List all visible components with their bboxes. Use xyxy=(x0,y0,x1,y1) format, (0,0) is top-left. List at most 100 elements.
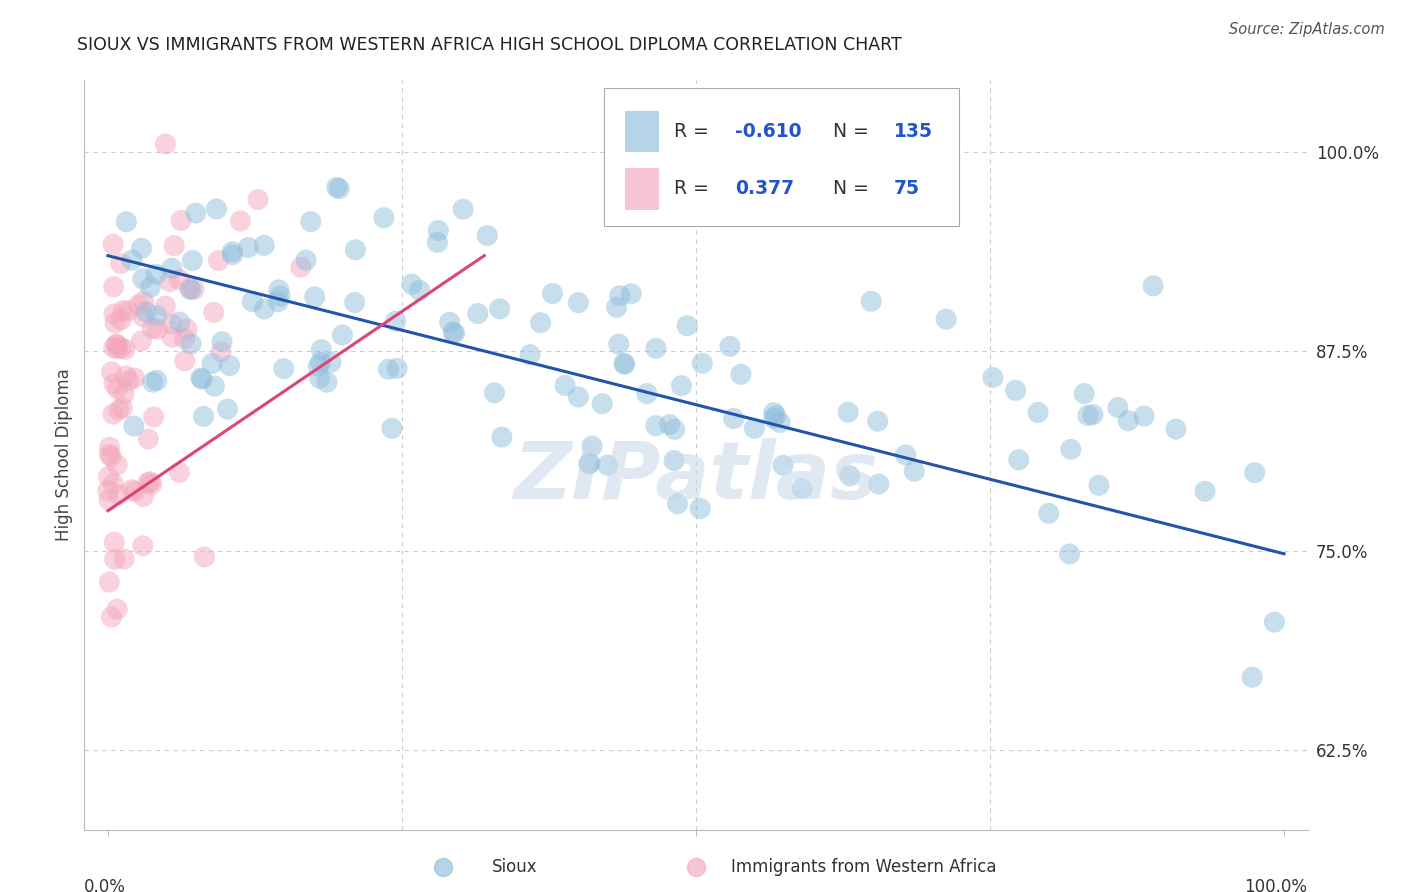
Point xyxy=(97,469,120,483)
Point xyxy=(100,610,122,624)
Point xyxy=(145,309,167,323)
Point xyxy=(530,316,553,330)
Point xyxy=(107,488,129,502)
Point xyxy=(238,241,260,255)
Point xyxy=(97,493,120,508)
Text: 100.0%: 100.0% xyxy=(1244,879,1308,892)
Point xyxy=(146,322,169,336)
Point xyxy=(1241,670,1264,684)
Point xyxy=(207,253,229,268)
Point xyxy=(221,248,243,262)
Point xyxy=(690,356,713,370)
Point xyxy=(141,321,163,335)
Point xyxy=(107,342,129,356)
Point xyxy=(304,290,326,304)
Point xyxy=(193,549,215,564)
Point xyxy=(121,483,143,497)
Point xyxy=(107,382,129,396)
Point xyxy=(114,343,136,357)
Text: 135: 135 xyxy=(894,121,934,141)
Point xyxy=(142,410,165,425)
Point xyxy=(935,312,957,326)
Point xyxy=(636,386,658,401)
Point xyxy=(145,268,167,282)
Point xyxy=(1060,442,1083,457)
Point xyxy=(183,282,205,296)
Point xyxy=(491,430,513,444)
Point xyxy=(159,275,181,289)
Point xyxy=(579,456,602,470)
Point xyxy=(866,414,889,428)
Point xyxy=(103,279,125,293)
Point xyxy=(176,322,198,336)
Point xyxy=(247,193,270,207)
Point xyxy=(316,375,339,389)
Point xyxy=(103,476,125,491)
Point xyxy=(180,283,202,297)
Point xyxy=(110,313,132,327)
Point xyxy=(903,464,925,478)
Point xyxy=(676,318,699,333)
Point xyxy=(484,385,506,400)
Point xyxy=(1133,409,1156,424)
Point xyxy=(136,432,159,446)
Point xyxy=(319,355,342,369)
Text: 0.377: 0.377 xyxy=(735,179,794,198)
Point xyxy=(108,403,131,417)
Point xyxy=(190,371,212,385)
Point xyxy=(894,448,917,462)
Point xyxy=(124,371,146,385)
Point xyxy=(121,253,143,268)
Point xyxy=(191,372,214,386)
Point xyxy=(127,298,149,312)
Point xyxy=(1059,547,1081,561)
Point xyxy=(541,286,564,301)
Text: N =: N = xyxy=(832,121,875,141)
Point xyxy=(242,294,264,309)
Point xyxy=(838,468,860,483)
Text: R =: R = xyxy=(673,121,714,141)
Point xyxy=(1263,615,1285,629)
Point xyxy=(1073,386,1095,401)
Point xyxy=(837,405,859,419)
Point xyxy=(139,475,162,489)
Point xyxy=(730,368,752,382)
Point xyxy=(110,341,132,355)
Point xyxy=(1088,478,1111,492)
Point xyxy=(578,457,600,471)
Point xyxy=(307,359,329,374)
Point xyxy=(344,243,367,257)
Point xyxy=(160,261,183,276)
Point xyxy=(609,289,631,303)
Point xyxy=(221,244,243,259)
Point xyxy=(205,202,228,216)
Point xyxy=(860,294,883,309)
Point xyxy=(567,295,589,310)
Point xyxy=(155,136,177,151)
Point xyxy=(408,283,430,297)
Point xyxy=(253,238,276,252)
Text: R =: R = xyxy=(673,179,714,198)
Point xyxy=(105,337,128,351)
Point xyxy=(385,361,408,376)
Point xyxy=(98,574,121,589)
Point xyxy=(179,281,201,295)
Point xyxy=(170,213,193,227)
Point xyxy=(662,453,685,467)
Point xyxy=(132,272,155,286)
Point xyxy=(1077,409,1099,423)
Point xyxy=(136,475,159,490)
Point xyxy=(169,466,191,480)
Point xyxy=(117,303,139,318)
Point xyxy=(631,203,654,218)
Point xyxy=(1004,384,1026,398)
Point xyxy=(769,416,792,430)
Point xyxy=(439,315,461,329)
Point xyxy=(273,361,295,376)
Point xyxy=(218,359,240,373)
Point xyxy=(596,458,619,472)
Point xyxy=(98,440,121,454)
Point xyxy=(110,256,132,270)
Point xyxy=(1008,452,1031,467)
Point xyxy=(384,314,406,328)
